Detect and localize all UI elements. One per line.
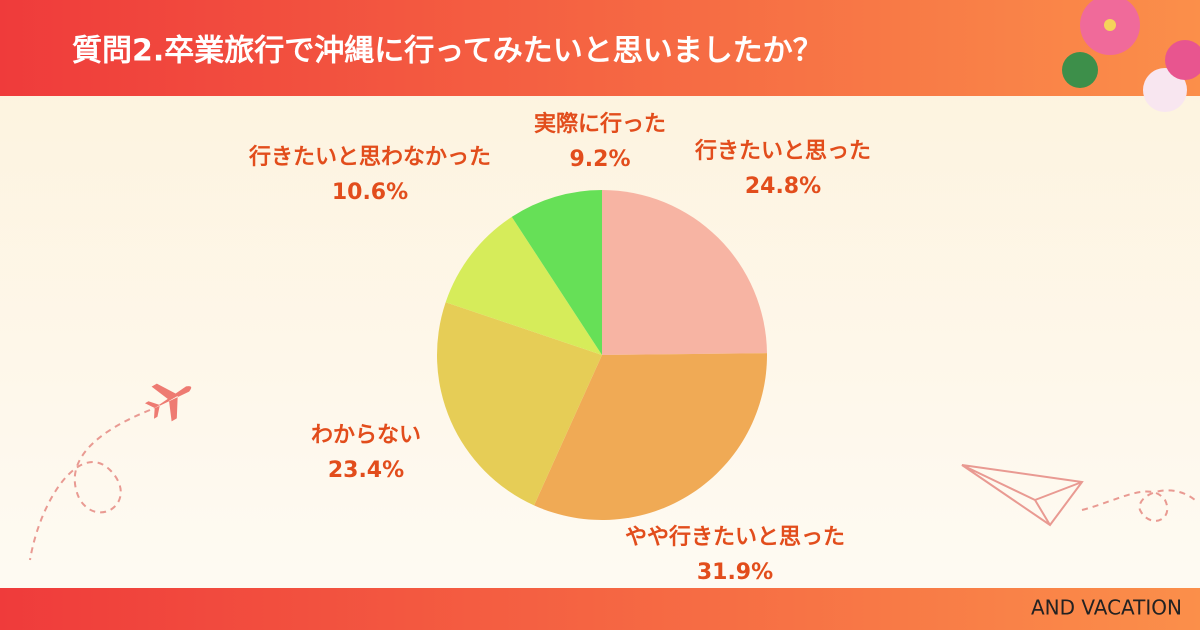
airplane: [144, 383, 192, 422]
paper-plane: [961, 464, 1196, 527]
slice-value-label: 9.2%: [569, 147, 630, 172]
slice-value-label: 24.8%: [745, 174, 821, 199]
footer-brand: AND VACATION: [1031, 596, 1182, 620]
slice-label: 行きたいと思わなかった: [248, 144, 491, 170]
footer-band: [0, 588, 1200, 630]
slice-label: 実際に行った: [534, 111, 666, 137]
slice-label: 行きたいと思った: [694, 138, 871, 164]
pie-slice: [534, 353, 768, 520]
pie-slice: [445, 216, 602, 355]
slice-value-label: 23.4%: [328, 458, 404, 483]
slice-value-label: 10.6%: [332, 180, 408, 205]
pie-slice: [437, 302, 602, 506]
pie-slice: [602, 190, 767, 355]
header-band: [0, 0, 1200, 96]
flowers: [1062, 0, 1200, 112]
slice-value-label: 31.9%: [697, 560, 773, 585]
chart-title: 質問2.卒業旅行で沖縄に行ってみたいと思いましたか？: [72, 34, 823, 69]
slice-label: やや行きたいと思った: [625, 524, 845, 550]
slice-label: わからない: [311, 423, 421, 448]
pie-slice: [511, 190, 602, 355]
